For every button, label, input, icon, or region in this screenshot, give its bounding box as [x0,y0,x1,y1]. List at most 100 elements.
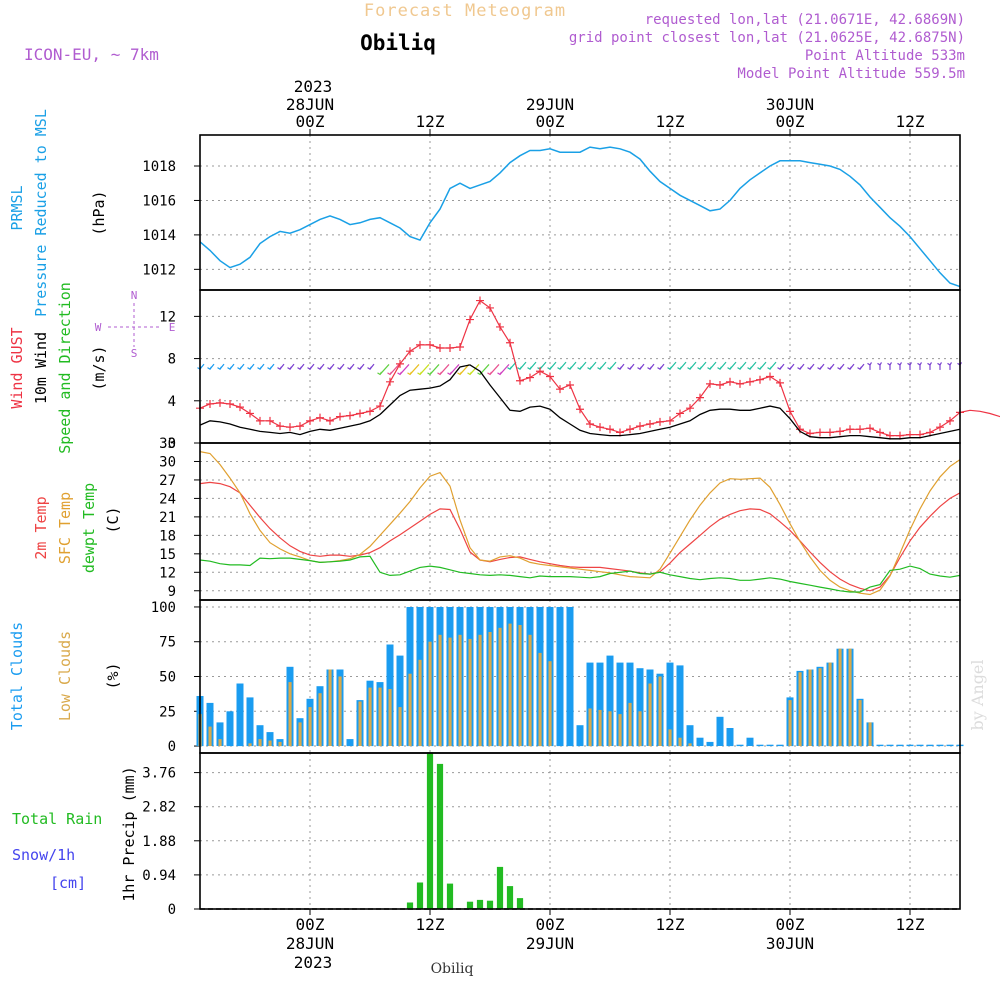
precipitation-ytick-label: 0.94 [142,868,176,884]
compass-rose: N S W E [95,289,176,360]
wind-gust-marker [646,420,654,429]
compass-n: N [131,289,138,302]
total-cloud-bar [216,722,224,746]
wind-gust-marker [266,416,274,425]
wind-gust-marker [556,385,564,394]
snow-unit-label: [cm] [50,874,86,892]
wind-gust-marker [716,380,724,389]
time-label-bottom: 00Z [536,915,565,934]
precipitation-ytick-label: 1.88 [142,834,176,850]
watermark: by Angel [968,659,987,730]
pressure-unit: (hPa) [90,190,108,235]
point-altitude: Point Altitude 533m [805,48,965,64]
wind-gust-marker [756,375,764,384]
wind-gust-marker [506,338,514,347]
wind-gust-marker [356,409,364,418]
low-cloud-bar [618,714,622,747]
wind-10m-line [199,364,961,440]
low-cloud-bar [858,700,862,746]
wind-arrow-head [397,371,403,376]
wind-arrow-head [657,366,663,370]
low-cloud-bar [258,739,262,747]
total-cloud-bar [886,744,894,747]
time-label-top: 00Z [296,112,325,131]
wind-arrow-head [877,362,883,366]
precip-axis-label: 1hr Precip (mm) [120,766,138,901]
wind-arrow-head [617,366,623,370]
total-cloud-bar [576,725,584,747]
low-cloud-bar [788,700,792,746]
wind-arrow-head [607,366,613,370]
wind-arrow-head [577,366,583,370]
wind-gust-marker [846,425,854,434]
requested-coords: requested lon,lat (21.0671E, 42.6869N) [645,12,965,28]
wind-gust-marker [936,423,944,432]
low-cloud-bar [478,634,482,747]
wind-gust-marker [576,405,584,414]
precipitation-border [199,752,961,910]
rain-bar [476,899,484,909]
compass-s: S [131,347,138,360]
total-cloud-bar [926,744,934,747]
temp-labels: 2m Temp SFC Temp dewpt Temp (C) [32,483,122,573]
wind-gust-marker [226,399,234,408]
rain-bar [496,866,504,909]
wind-arrow-head [287,366,293,370]
wind-gust-marker [546,372,554,381]
precipitation-ytick-label: 2.82 [142,800,176,816]
wind-arrow-head [777,366,783,370]
total-cloud-bar [716,716,724,746]
time-label-bottom: 00Z [776,915,805,934]
clouds-ytick-label: 50 [159,670,176,686]
total-cloud-bar [766,744,774,747]
wind-gust-marker [386,377,394,386]
wind-gust-marker [746,377,754,386]
wind-arrow-head [317,366,323,370]
wind-arrow-head [917,362,923,366]
wind-labels: Wind GUST 10m Wind Speed and Direction (… [8,282,108,454]
wind-gust-marker [626,425,634,434]
top-year: 2023 [294,77,333,96]
wind-arrow-head [547,366,553,370]
total-cloud-bar [596,662,604,747]
low-cloud-bar [318,693,322,747]
wind-arrow-head [667,366,673,370]
wind-arrow-head [267,366,273,370]
wind-arrow-head [217,366,223,370]
wind-gust-marker [736,379,744,388]
low-cloud-bar [538,652,542,747]
rain-bar [406,902,414,909]
low-cloud-bar [408,673,412,746]
pressure-labels: PRMSL Pressure Reduced to MSL (hPa) [8,109,108,317]
wind-gust-marker [726,377,734,386]
wind-gust-marker [866,424,874,433]
wind-gust-marker [276,422,284,431]
wind-gust-marker [536,367,544,376]
time-label-top: 12Z [656,112,685,131]
wind-arrow-head [247,366,253,370]
wind-gust-marker [826,428,834,437]
low-cloud-bar [818,668,822,747]
wind-gust-marker [816,428,824,437]
temperature-ytick-label: 9 [168,584,176,600]
total-cloud-bar [206,702,214,746]
wind-gust-marker [456,342,464,351]
clouds-ytick-label: 25 [159,704,176,720]
low-cloud-bar [498,627,502,746]
wind-gust-marker [416,340,424,349]
wind-arrow-head [357,366,363,370]
temperature-ytick-label: 15 [159,547,176,563]
low-cloud-bar [688,743,692,747]
wind-arrow-head [597,366,603,370]
rain-bar [506,886,514,909]
wind-arrow-head [807,366,813,370]
total-cloud-bar [246,697,254,747]
date-label-bottom: 30JUN [766,934,814,953]
low-cloud-bar [658,676,662,746]
wind-arrow-head [347,366,353,370]
total-cloud-bar [556,607,564,747]
wind-arrow-head [737,366,743,370]
low-cloud-bar [208,726,212,747]
wind-arrow-head [937,362,943,366]
